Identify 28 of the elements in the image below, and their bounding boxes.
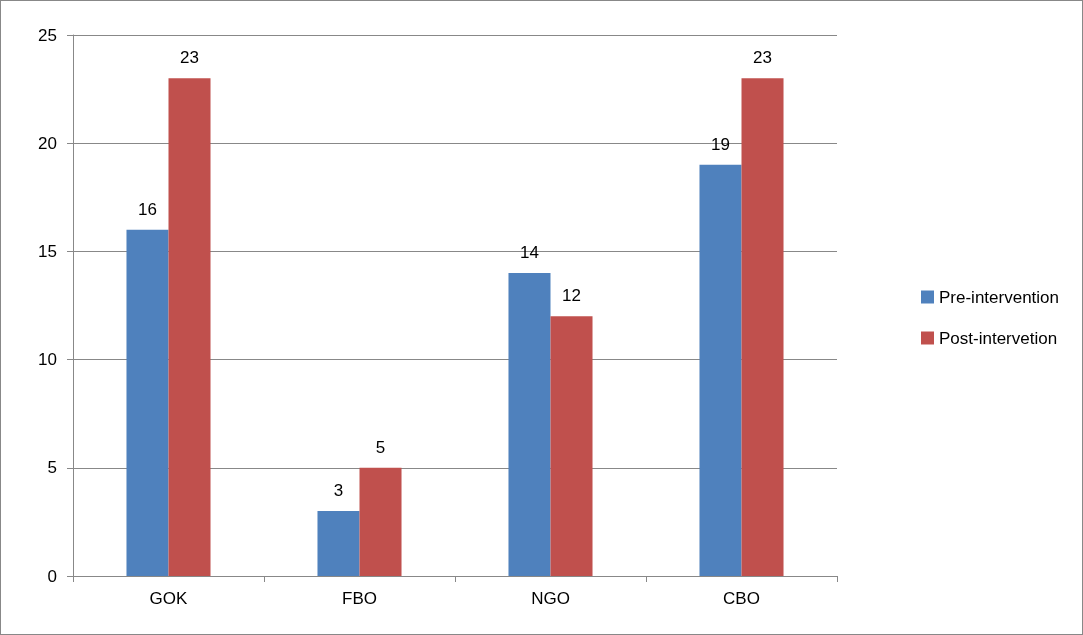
bar bbox=[508, 273, 551, 576]
data-label: 19 bbox=[711, 134, 730, 154]
bar bbox=[359, 467, 402, 576]
data-label: 16 bbox=[138, 199, 157, 219]
bar bbox=[168, 78, 211, 576]
legend-label: Pre-intervention bbox=[939, 287, 1060, 307]
x-tick-label: CBO bbox=[723, 589, 760, 608]
bar bbox=[550, 316, 593, 576]
y-tick-label: 15 bbox=[38, 241, 57, 261]
data-label: 5 bbox=[375, 437, 386, 457]
bar bbox=[741, 78, 784, 576]
y-tick-label: 20 bbox=[38, 133, 57, 153]
bar bbox=[126, 229, 169, 576]
data-label: 3 bbox=[333, 481, 344, 501]
data-label: 23 bbox=[180, 48, 199, 68]
x-tick-label: GOK bbox=[149, 589, 189, 608]
x-tick-label: FBO bbox=[342, 589, 377, 608]
x-tick-label: NGO bbox=[531, 589, 570, 608]
legend-label: Post-intervetion bbox=[939, 328, 1058, 348]
bar bbox=[317, 511, 360, 576]
data-label: 23 bbox=[753, 48, 772, 68]
y-tick-label: 25 bbox=[38, 25, 57, 45]
y-tick-label: 10 bbox=[38, 350, 57, 370]
y-tick-label: 0 bbox=[47, 566, 57, 586]
data-label: 14 bbox=[520, 243, 539, 263]
data-label: 12 bbox=[562, 286, 581, 306]
y-tick-label: 5 bbox=[47, 458, 57, 478]
bar bbox=[699, 164, 742, 576]
